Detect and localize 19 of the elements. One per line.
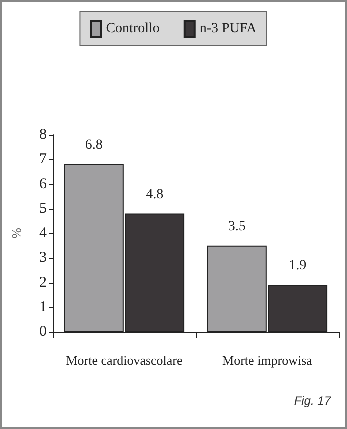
data-label: 6.8 [85, 138, 103, 154]
x-tick-label: Morte cardiovascolare [66, 353, 184, 368]
y-tick-label: 6 [40, 176, 48, 192]
y-tick-label: 4 [40, 226, 48, 242]
y-tick-label: 3 [40, 250, 47, 266]
y-axis-title: % [9, 228, 24, 239]
y-tick-label: 0 [40, 324, 47, 340]
data-label: 3.5 [228, 219, 246, 234]
data-label: 1.9 [289, 258, 307, 274]
x-tick-label: Morte improwisa [222, 353, 313, 368]
y-tick-label: 5 [40, 200, 47, 217]
caption: Fig. 17 [294, 394, 332, 408]
legend-label: Controllo [106, 22, 160, 36]
legend-label: n-3 PUFA [200, 22, 258, 36]
y-tick-label: 2 [40, 274, 47, 291]
y-tick-label: 7 [40, 152, 48, 168]
data-label: 4.8 [146, 187, 164, 202]
y-tick-label: 1 [40, 299, 47, 316]
y-tick-label: 8 [40, 127, 47, 143]
